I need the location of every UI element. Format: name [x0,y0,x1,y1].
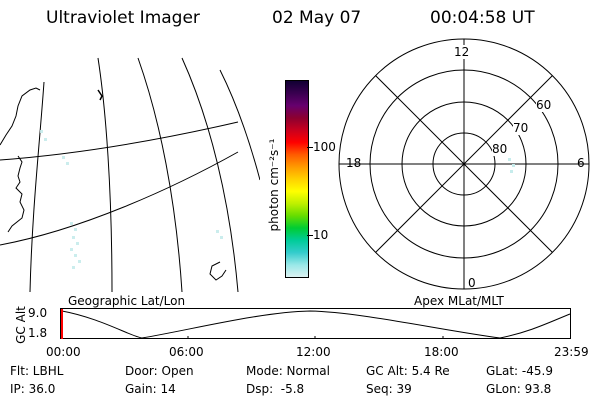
status-ip: IP: 36.0 [10,382,56,396]
x-tick-1200: 12:00 [296,345,331,359]
latitude-line [0,121,239,161]
coastline-east [209,261,227,281]
longitude-line [29,81,45,292]
latitude-line [0,151,239,246]
polar-aurora-pixels [508,158,515,173]
x-tick-0000: 00:00 [46,345,81,359]
colorbar-tick-100: 100 [313,140,336,154]
status-seq: Seq: 39 [366,382,412,396]
status-flt: Flt: LBHL [10,364,64,378]
status-glat: GLat: -45.9 [486,364,553,378]
date-label: 02 May 07 [272,8,362,28]
colorbar-tick-10: 10 [313,228,329,242]
status-glon: GLon: 93.8 [486,382,552,396]
gc-alt-axis-label: GC Alt [14,306,28,344]
gc-alt-tick-high: 9.0 [28,306,48,320]
x-tick-1800: 18:00 [424,345,459,359]
x-tick-0600: 06:00 [169,345,204,359]
mlt-label-0: 0 [468,276,476,290]
longitude-line [181,57,239,292]
mlt-label-12: 12 [454,45,470,59]
status-gain: Gain: 14 [125,382,176,396]
geographic-map [0,57,260,292]
status-door: Door: Open [125,364,194,378]
geo-panel-label: Geographic Lat/Lon [68,294,186,308]
gc-alt-tick-low: 1.8 [28,326,48,340]
status-mode: Mode: Normal [246,364,330,378]
longitude-line [219,69,260,181]
mlt-label-18: 18 [346,156,362,170]
longitude-line [137,57,183,292]
polar-panel-label: Apex MLat/MLT [414,294,504,308]
mlt-label-6: 6 [577,156,585,170]
polar-plot [338,38,590,290]
lat-label-70: 70 [513,121,529,135]
colorbar [285,80,309,278]
status-dsp: Dsp: -5.8 [246,382,305,396]
coastline [0,87,41,233]
status-gc-alt: GC Alt: 5.4 Re [366,364,450,378]
altitude-plot [60,308,571,339]
lat-label-80: 80 [492,142,508,156]
x-tick-2359: 23:59 [554,345,589,359]
longitude-line [97,57,113,292]
altitude-curve [61,310,571,339]
time-label: 00:04:58 UT [430,8,535,28]
aurora-pixels [40,130,223,269]
colorbar-unit-label: photon cm⁻²s⁻¹ [267,138,281,232]
instrument-title: Ultraviolet Imager [46,8,200,28]
lat-label-60: 60 [536,98,552,112]
